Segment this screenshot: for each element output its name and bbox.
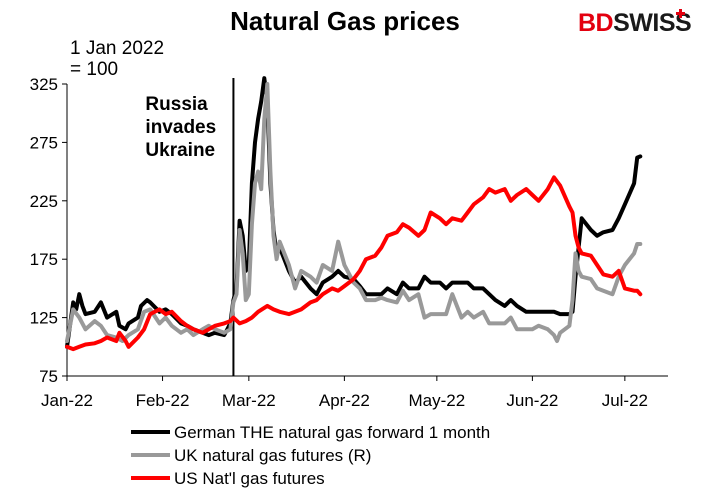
x-tick-label: May-22 [409, 391, 466, 410]
chart-title: Natural Gas prices [230, 6, 460, 36]
x-tick-label: Jan-22 [41, 391, 93, 410]
y-tick-label: 275 [30, 133, 58, 152]
brand-logo: BDSWISS [578, 9, 692, 37]
x-tick-label: Jul-22 [602, 391, 648, 410]
y-tick-label: 75 [39, 367, 58, 386]
y-tick-label: 225 [30, 192, 58, 211]
annotation-label-line: invades [145, 117, 216, 138]
x-axis: Jan-22 Feb-22 Mar-22 Apr-22 May-22 Jun-22 Jul-… [41, 375, 668, 410]
annotation-label-line: Ukraine [145, 140, 215, 161]
y-tick-label: 175 [30, 250, 58, 269]
brand-logo-part1: BD [578, 9, 613, 37]
series-layer [65, 76, 643, 352]
x-tick-label: Jun-22 [506, 391, 558, 410]
y-axis: 325 275 225 175 125 75 [30, 75, 68, 386]
legend-label: US Nat'l gas futures [174, 469, 325, 488]
annotation-label-line: Russia [145, 94, 208, 115]
y-tick-label: 325 [30, 75, 58, 94]
brand-logo-text: BDSWISS [578, 9, 691, 37]
series-line-1 [65, 76, 643, 349]
y-axis-note-line2: = 100 [70, 59, 118, 80]
x-tick-label: Feb-22 [136, 391, 190, 410]
legend-label: German THE natural gas forward 1 month [174, 423, 490, 442]
x-tick-label: Apr-22 [319, 391, 370, 410]
legend: German THE natural gas forward 1 month UK… [131, 423, 490, 488]
series-line-2 [65, 82, 643, 343]
y-axis-note-line1: 1 Jan 2022 [70, 38, 164, 59]
x-tick-label: Mar-22 [222, 391, 276, 410]
series-line-3 [65, 175, 643, 352]
legend-label: UK natural gas futures (R) [174, 446, 371, 465]
plus-icon [676, 9, 685, 18]
y-tick-label: 125 [30, 309, 58, 328]
